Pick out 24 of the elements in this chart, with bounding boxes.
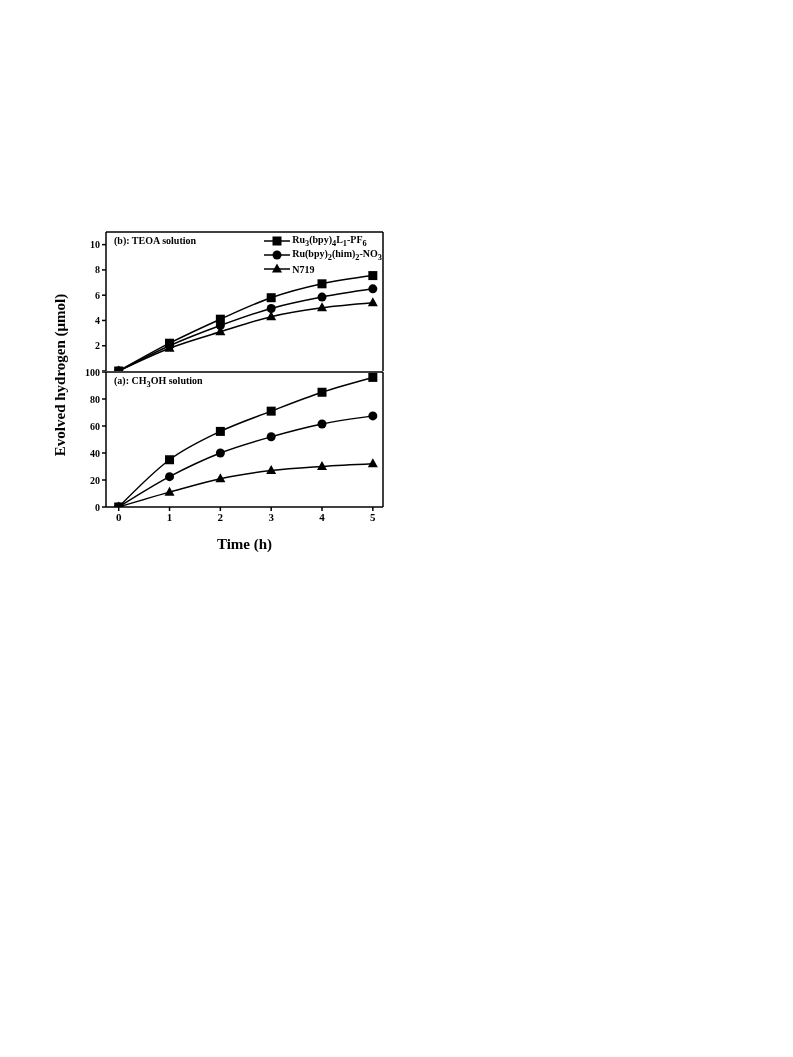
legend-label: N719 <box>292 263 315 275</box>
y-tick-label: 40 <box>90 447 100 459</box>
legend-label: Ru(bpy)$_{2}$(him)$_{2}$-NO$_{3}$ <box>292 248 382 262</box>
y-tick-label: 0 <box>95 501 100 513</box>
legend-label: Ru$_{3}$(bpy)$_{4}$L$_{1}$-PF$_{6}$ <box>292 234 367 248</box>
annotation: (a): CH$_{3}$OH solution <box>114 375 203 389</box>
x-tick-label: 5 <box>370 510 377 523</box>
y-tick-label: 100 <box>85 366 100 378</box>
x-axis-title: Time (h) <box>216 536 273 553</box>
x-tick-label: 0 <box>115 510 122 523</box>
x-tick-label: 1 <box>166 510 173 523</box>
x-tick-label: 2 <box>217 510 224 523</box>
y-tick-label: 2 <box>95 340 100 352</box>
x-tick-label: 4 <box>319 510 326 523</box>
y-tick-label: 60 <box>90 420 100 432</box>
annotation: (b): TEOA solution <box>114 235 197 246</box>
x-tick-label: 3 <box>268 510 275 523</box>
y-tick-label: 10 <box>90 239 100 251</box>
y-tick-label: 6 <box>95 289 100 301</box>
y-tick-label: 20 <box>90 474 100 486</box>
y-tick-label: 80 <box>90 393 100 405</box>
y-tick-label: 4 <box>95 315 100 326</box>
y-axis-title: Evolved hydrogen (μmol) <box>51 293 69 457</box>
y-tick-label: 8 <box>95 264 100 276</box>
